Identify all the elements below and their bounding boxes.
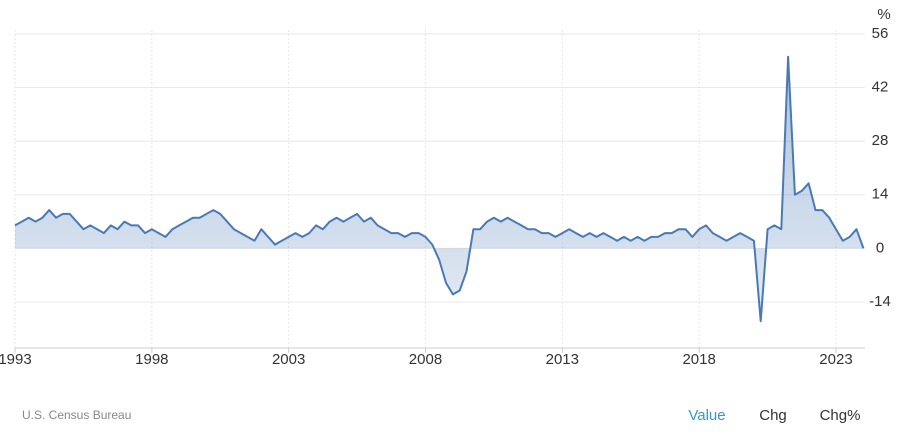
y-tick-label: 14 — [872, 186, 889, 203]
x-tick-label: 2023 — [819, 351, 852, 368]
x-tick-label: 2018 — [682, 351, 715, 368]
x-tick-label: 2003 — [272, 351, 305, 368]
toggle-button[interactable]: Value — [688, 407, 725, 424]
y-tick-label: -14 — [869, 293, 891, 310]
y-tick-label: 42 — [872, 78, 889, 95]
unit-label: % — [877, 6, 890, 23]
area — [15, 56, 864, 322]
toggle-button[interactable]: Chg — [759, 407, 787, 424]
y-tick-label: 56 — [872, 25, 889, 42]
y-tick-label: 28 — [872, 132, 889, 149]
x-tick-label: 1993 — [0, 351, 32, 368]
x-tick-label: 2013 — [546, 351, 579, 368]
y-tick-label: 0 — [876, 239, 884, 256]
line — [14, 55, 865, 323]
toggle-button[interactable]: Chg% — [820, 407, 861, 424]
x-tick-label: 1998 — [135, 351, 168, 368]
x-tick-label: 2008 — [409, 351, 442, 368]
source: U.S. Census Bureau — [22, 408, 131, 422]
